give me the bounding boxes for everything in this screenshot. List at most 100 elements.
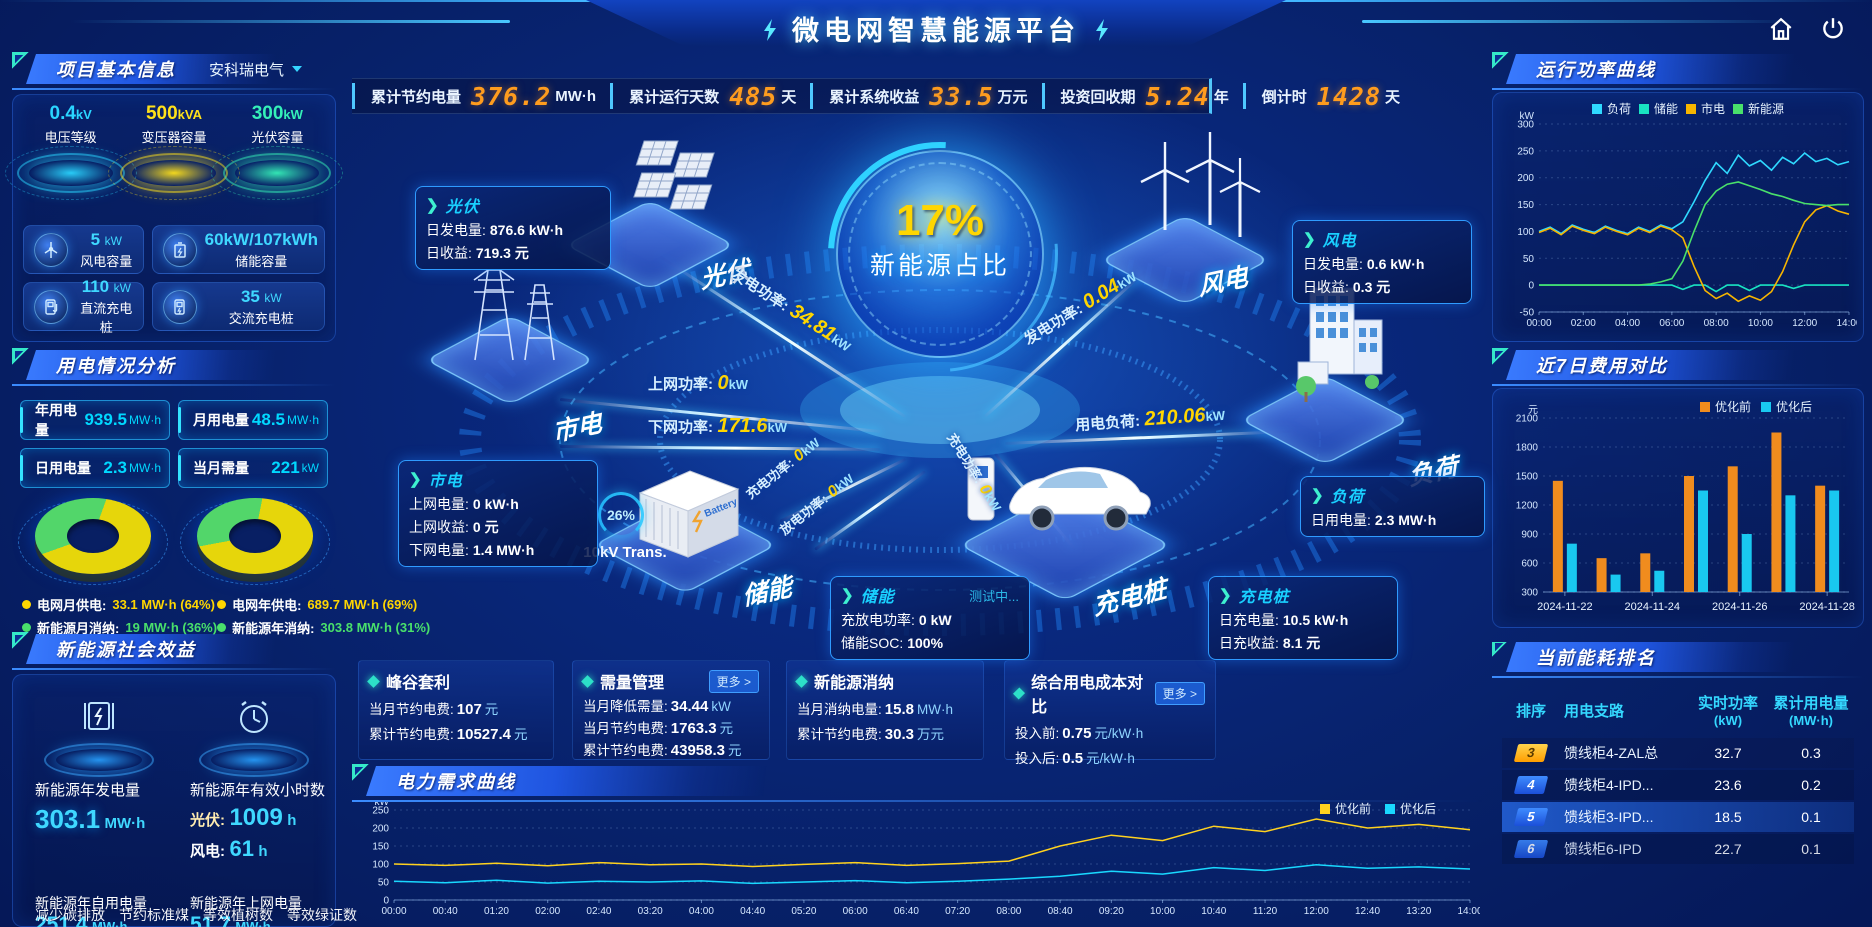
panel-corner-icon [352,764,370,782]
gen-value: 303.1 MW·h [35,804,146,834]
benefit-overlap-stats: 新能源年自用电量 251.4 MW·h 新能源年上网电量 51.7 MW·h 减少碳… [21,893,357,927]
legend-item: 负荷 [1592,100,1631,117]
export-stat: 新能源年上网电量 51.7 MW·h [190,895,302,927]
more-button[interactable]: 更多 > [1154,681,1205,705]
voltage-level-stat: 0.4kV 电压等级 [4,103,137,200]
panel-corner-icon [12,348,30,366]
battery-icon [162,232,197,267]
ac-charger-icon [162,289,197,324]
panel-title: 电力需求曲线 [396,772,516,792]
company-select[interactable]: 安科瑞电气 [209,59,302,80]
svg-text:1800: 1800 [1516,443,1539,454]
rank-badge: 5 [1513,808,1549,826]
table-row[interactable]: 4 馈线柜4-IPD... 23.6 0.2 [1502,770,1854,800]
svg-text:250: 250 [1517,146,1534,157]
panel-demand-management: 需量管理 更多 > 当月降低需量: 34.44 kW 当月节约电费: 1763.3 元 累… [572,660,770,760]
svg-text:2024-11-24: 2024-11-24 [1625,601,1680,613]
load-info-box: ❯ 负荷 日用电量: 2.3 MW·h [1300,476,1485,537]
wind-info-box: ❯ 风电 日发电量: 0.6 kW·h 日收益: 0.3 元 [1292,220,1472,304]
more-button[interactable]: 更多 > [708,669,759,693]
panel-usage-analysis: 用电情况分析 年用电量 939.5 MW·h 月用电量 48.5 MW·h 日用电量 2.… [12,348,430,636]
panel-corner-icon [1492,348,1510,366]
month-supply-donut [12,498,174,586]
wind-capacity-card: 5 kW 风电容量 [23,225,144,274]
svg-text:200: 200 [372,824,389,835]
flow-import-power: 下网功率: 171.6kW [648,415,788,437]
wind-hours: 风电: 61 h [190,836,268,861]
transformer-label: 10kV Trans. [583,544,667,561]
svg-text:900: 900 [1521,530,1538,541]
svg-text:06:00: 06:00 [1659,318,1684,329]
stat-total-saved-energy: 累计节约电量 376.2 MW·h [352,82,610,111]
svg-text:250: 250 [372,806,389,817]
grid-info-box: ❯ 市电 上网电量: 0 kW·h 上网收益: 0 元 下网电量: 1.4 MW·h [398,460,598,567]
pedestal-glow [4,146,137,200]
svg-text:0: 0 [1528,281,1534,292]
pv-hours: 光伏: 1009 h [190,804,297,831]
ac-charger-card: 35 kW 交流充电桩 [151,282,325,331]
table-row[interactable]: 6 馈线柜6-IPD 22.7 0.1 [1502,834,1854,864]
diamond-bullet-icon [795,674,808,688]
legend-grid-month: 电网月供电: 33.1 MW·h (64%) [22,595,217,614]
table-row[interactable]: 3 馈线柜4-ZAL总 32.7 0.3 [1502,738,1854,768]
renewable-share-sphere: 17% 新能源占比 [773,87,1107,421]
hours-label: 新能源年有效小时数 [190,782,326,799]
svg-text:02:00: 02:00 [535,906,560,917]
panel-corner-icon [1492,642,1510,658]
panel-project-info: 项目基本信息 安科瑞电气 0.4kV 电压等级 500kVA 变压器容量 [4,52,344,344]
stat-payback-period: 投资回收期 5.24 年 [1041,82,1243,111]
power-demand-chart: 250 200 150 100 50 0 kW 00:00 00:40 01:20 02:00 02:… [372,802,1480,917]
legend-renew-year: 新能源年消纳: 303.8 MW·h (31%) [217,618,430,637]
legend-grid-year: 电网年供电: 689.7 MW·h (69%) [217,595,430,614]
diamond-bullet-icon [1013,686,1026,700]
panel-energy-ranking: 当前能耗排名 排序 用电支路 实时功率 (kW) 累计用电量 (MW·h) 3 馈线… [1492,642,1864,927]
header-decor-line-left [70,20,510,23]
panel-title: 当前能耗排名 [1536,648,1656,668]
panel-run-power-curve: 运行功率曲线 [1492,52,1864,342]
legend-item: 优化后 [1761,398,1812,415]
table-row[interactable]: 5 馈线柜3-IPD... 18.5 0.1 [1502,802,1854,832]
panel-title: 运行功率曲线 [1536,60,1656,80]
svg-text:04:00: 04:00 [1615,318,1640,329]
transformer-load-circle: 26% [598,492,644,538]
power-icon[interactable] [1820,16,1846,47]
svg-text:12:40: 12:40 [1355,906,1380,917]
solar-panels-icon [608,135,728,235]
day-usage-stat: 日用电量 2.3 MW·h [20,448,170,488]
chevron-right-icon: ❯ [1219,586,1232,604]
svg-text:05:20: 05:20 [791,906,816,917]
svg-text:04:00: 04:00 [689,906,714,917]
legend-item: 储能 [1639,100,1678,117]
svg-text:2024-11-22: 2024-11-22 [1537,601,1592,613]
home-icon[interactable] [1768,16,1794,47]
svg-text:2024-11-26: 2024-11-26 [1712,601,1767,613]
panel-corner-icon [12,52,30,70]
cert-stat: 等效绿证数303 张 [287,907,357,927]
panel-peak-valley-arbitrage: 峰谷套利 当月节约电费: 107 元 累计节约电费: 10527.4 元 [358,660,554,760]
storage-capacity-card: 60kW/107kWh 储能容量 [151,225,325,274]
svg-text:06:40: 06:40 [894,906,919,917]
svg-text:02:00: 02:00 [1571,318,1596,329]
charger-info-box: ❯ 充电桩 日充电量: 10.5 kW·h 日充收益: 8.1 元 [1208,576,1398,660]
wind-turbine-icon [34,232,68,267]
svg-text:1500: 1500 [1516,472,1539,483]
panel-cost-comparison: 综合用电成本对比 更多 > 投入前: 0.75 元/kW·h 投入后: 0.5 元/kW·… [1004,660,1216,767]
stat-countdown: 倒计时 1428 天 [1242,82,1414,111]
cost-compare-chart: 2100 1800 1500 1200 900 600 300 元 2024-11-22 2024… [1516,405,1855,613]
svg-text:08:00: 08:00 [1704,318,1729,329]
pedestal-glow [43,743,154,777]
panel-title: 新能源社会效益 [56,640,196,660]
carbon-stat: 减少碳排放176.1 t [35,907,105,927]
svg-text:元: 元 [1528,405,1538,416]
chevron-right-icon: ❯ [841,586,854,604]
svg-text:14:00: 14:00 [1457,906,1480,917]
pedestal-glow [107,146,240,200]
chevron-down-icon [292,66,302,72]
rank-badge: 4 [1513,776,1549,794]
svg-text:08:40: 08:40 [1048,906,1073,917]
legend-item: 市电 [1686,100,1725,117]
chevron-right-icon: ❯ [1303,230,1316,248]
lightning-icon [1094,17,1110,48]
svg-text:150: 150 [1517,200,1534,211]
